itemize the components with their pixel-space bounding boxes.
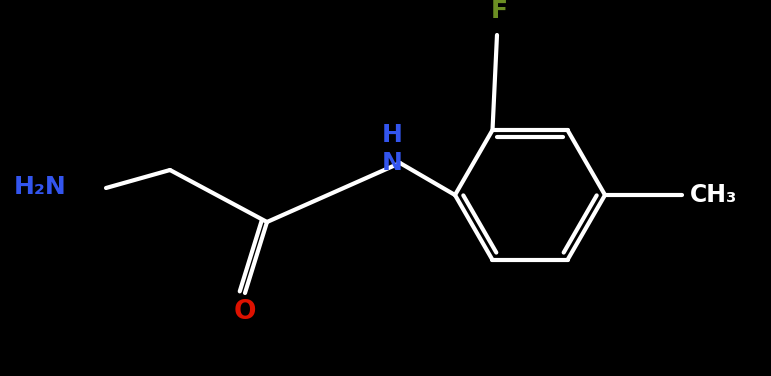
Text: O: O	[234, 299, 256, 325]
Text: H₂N: H₂N	[13, 175, 66, 199]
Text: F: F	[490, 0, 507, 23]
Text: N: N	[382, 151, 402, 175]
Text: CH₃: CH₃	[690, 183, 737, 207]
Text: H: H	[382, 123, 402, 147]
